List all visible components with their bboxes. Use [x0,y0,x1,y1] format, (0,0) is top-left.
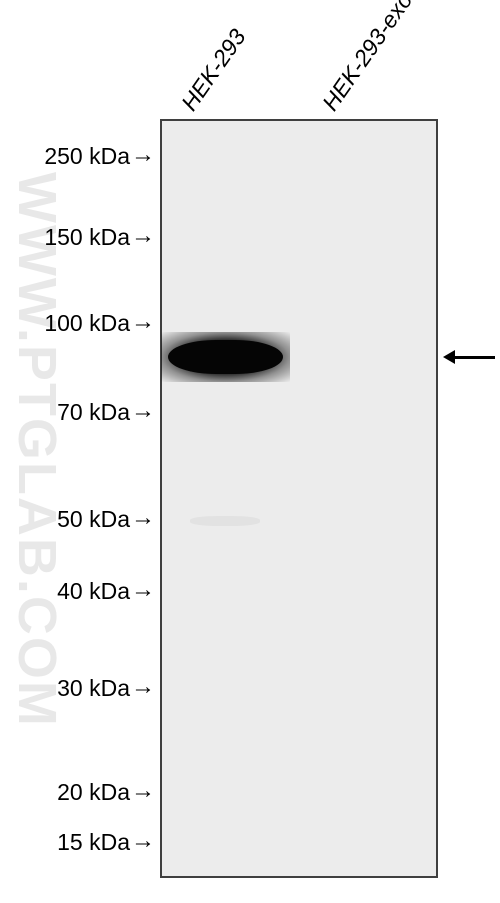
target-arrow-head-icon [443,350,455,364]
mw-label-3: 70 kDa [57,399,130,426]
mw-arrow-6: → [131,673,155,701]
watermark-text: WWW.PTGLAB.COM [6,172,68,728]
faint-band-1 [190,516,260,526]
mw-arrow-3: → [131,397,155,425]
western-blot-figure: WWW.PTGLAB.COM HEK-293 HEK-293-exo 250 k… [0,0,500,903]
band-hek293 [168,340,283,374]
blot-membrane [160,119,438,878]
mw-label-6: 30 kDa [57,675,130,702]
target-band-arrow [443,350,495,364]
mw-label-2: 100 kDa [44,310,130,337]
target-arrow-shaft [455,356,495,359]
mw-label-0: 250 kDa [44,143,130,170]
mw-arrow-4: → [131,504,155,532]
mw-arrow-0: → [131,141,155,169]
mw-arrow-7: → [131,777,155,805]
mw-label-5: 40 kDa [57,578,130,605]
mw-label-4: 50 kDa [57,506,130,533]
lane-label-1: HEK-293 [176,24,252,116]
mw-label-7: 20 kDa [57,779,130,806]
mw-arrow-8: → [131,827,155,855]
mw-label-1: 150 kDa [44,224,130,251]
mw-arrow-1: → [131,222,155,250]
mw-arrow-2: → [131,308,155,336]
lane-label-2: HEK-293-exo [317,0,418,116]
mw-label-8: 15 kDa [57,829,130,856]
mw-arrow-5: → [131,576,155,604]
